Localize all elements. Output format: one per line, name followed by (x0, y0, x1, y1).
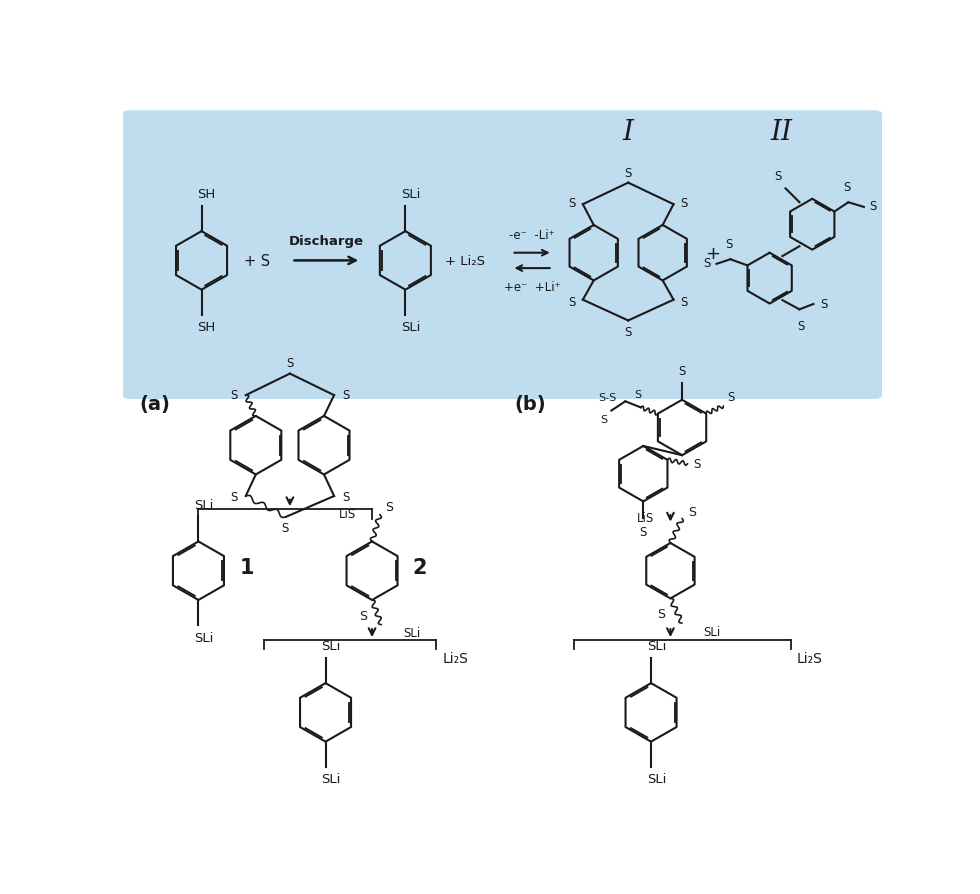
Text: S: S (342, 389, 350, 401)
Text: S: S (688, 505, 696, 518)
Text: S: S (342, 491, 350, 503)
Text: LiS: LiS (637, 511, 655, 524)
Text: SLi: SLi (704, 625, 721, 638)
Text: S: S (281, 521, 288, 535)
Text: Discharge: Discharge (289, 235, 364, 248)
Text: SLi: SLi (401, 321, 420, 334)
Text: S: S (286, 357, 294, 370)
Text: SLi: SLi (194, 631, 214, 644)
Text: S: S (681, 295, 688, 308)
Text: S-S: S-S (598, 392, 616, 402)
Text: S: S (600, 414, 608, 424)
Text: S: S (678, 364, 686, 377)
Text: S: S (798, 319, 805, 333)
Text: S: S (820, 298, 828, 311)
Text: S: S (725, 238, 733, 250)
Text: S: S (359, 609, 367, 622)
Text: II: II (770, 119, 792, 146)
Text: SLi: SLi (647, 772, 666, 786)
Text: SLi: SLi (403, 627, 420, 639)
Text: 1: 1 (239, 557, 254, 578)
Text: +e⁻  +Li⁺: +e⁻ +Li⁺ (504, 281, 561, 293)
Text: S: S (727, 391, 735, 403)
Text: S: S (385, 501, 393, 513)
Text: SLi: SLi (321, 772, 341, 786)
Text: S: S (230, 389, 238, 401)
Text: S: S (230, 491, 238, 503)
Text: S: S (869, 199, 877, 213)
Text: (a): (a) (139, 394, 171, 413)
Text: S: S (640, 525, 647, 538)
Text: S: S (634, 390, 641, 400)
Text: SLi: SLi (647, 639, 666, 653)
Text: Li₂S: Li₂S (443, 652, 468, 666)
FancyBboxPatch shape (119, 111, 886, 400)
Text: + S: + S (243, 254, 270, 268)
Text: S: S (624, 325, 632, 338)
Text: S: S (568, 295, 575, 308)
Text: S: S (693, 458, 701, 470)
Text: LiS: LiS (339, 507, 356, 520)
Text: S: S (704, 257, 710, 269)
Text: S: S (624, 167, 632, 180)
Text: SLi: SLi (401, 188, 420, 201)
Text: S: S (681, 197, 688, 210)
Text: SH: SH (197, 188, 216, 201)
Text: SLi: SLi (194, 498, 214, 511)
Text: S: S (568, 197, 575, 210)
Text: I: I (622, 119, 633, 146)
Text: (b): (b) (514, 394, 546, 413)
Text: S: S (843, 181, 851, 194)
Text: -e⁻  -Li⁺: -e⁻ -Li⁺ (510, 229, 555, 242)
Text: SH: SH (197, 321, 216, 334)
Text: Li₂S: Li₂S (797, 652, 822, 666)
Text: 2: 2 (413, 557, 427, 578)
Text: S: S (658, 608, 665, 620)
Text: +: + (706, 244, 720, 263)
Text: + Li₂S: + Li₂S (445, 255, 485, 267)
Text: SLi: SLi (321, 639, 341, 653)
Text: S: S (774, 170, 781, 183)
